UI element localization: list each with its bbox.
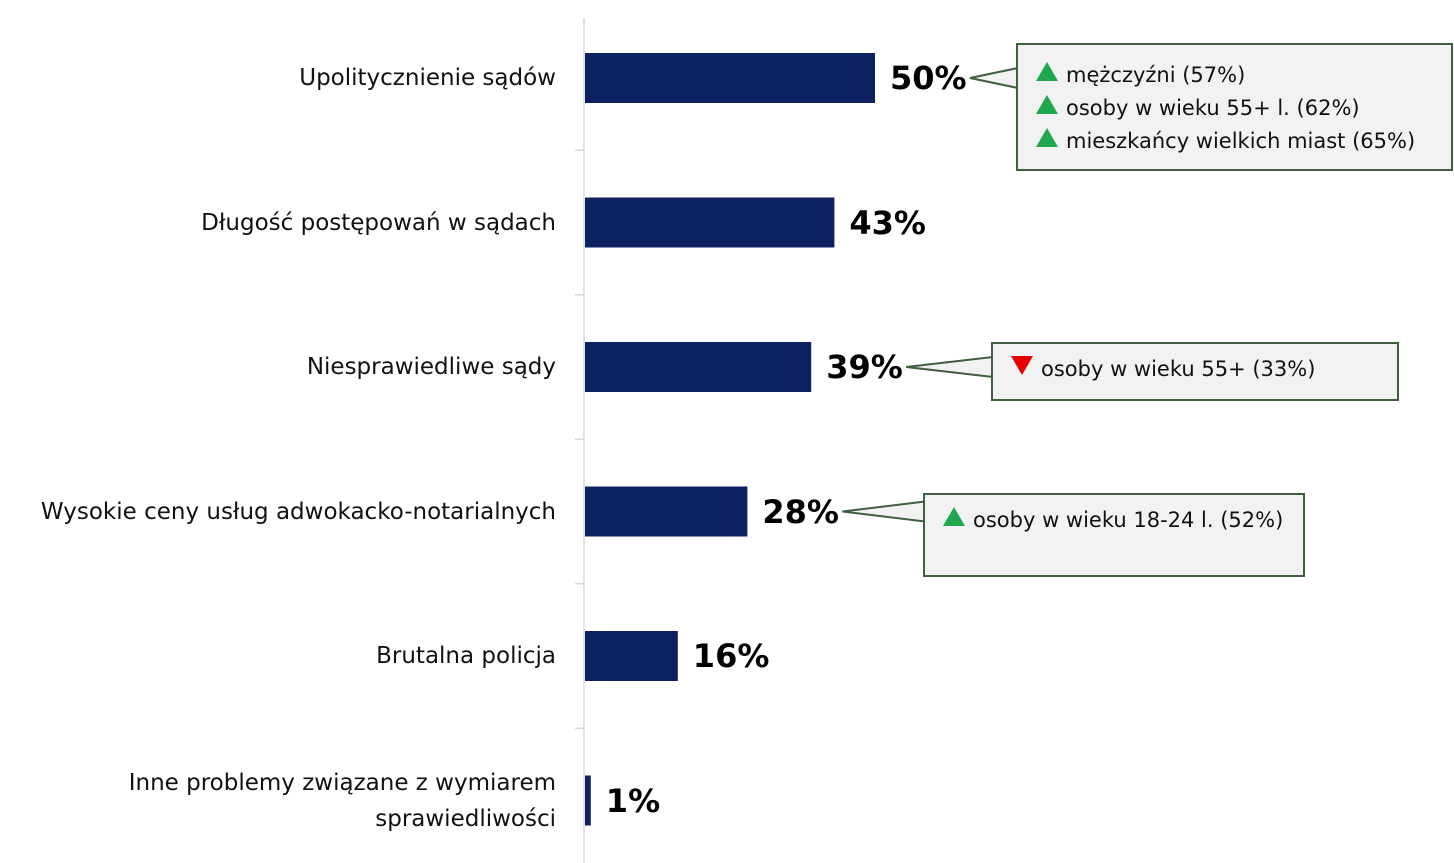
- category-label: Niesprawiedliwe sądy: [306, 354, 556, 380]
- callout-box: osoby w wieku 55+ (33%): [991, 342, 1399, 401]
- trend-icon: [1036, 62, 1058, 81]
- value-label: 1%: [605, 781, 661, 820]
- callout-item: osoby w wieku 55+ (33%): [1011, 353, 1379, 386]
- value-label: 28%: [762, 492, 839, 531]
- bar: [585, 775, 591, 826]
- callout-item: osoby w wieku 55+ l. (62%): [1036, 92, 1433, 125]
- value-label: 39%: [826, 348, 903, 386]
- callout-box: mężczyźni (57%) osoby w wieku 55+ l. (62%…: [1016, 43, 1453, 171]
- bar: [585, 53, 875, 103]
- category-label: Długość postępowań w sądach: [201, 209, 556, 236]
- bar: [585, 197, 835, 248]
- callout-pointer: [906, 355, 994, 379]
- bar: [585, 486, 748, 537]
- category-label: Inne problemy związane z wymiarem sprawi…: [128, 769, 556, 832]
- callout-text: osoby w wieku 55+ l. (62%): [1066, 96, 1360, 120]
- value-label: 50%: [890, 59, 967, 97]
- callout-text: osoby w wieku 55+ (33%): [1041, 357, 1316, 381]
- bar: [585, 342, 812, 392]
- callout-item: mieszkańcy wielkich miast (65%): [1036, 125, 1433, 158]
- bar: [585, 631, 678, 681]
- callout-pointer: [842, 500, 926, 523]
- category-label: Wysokie ceny usług adwokacko-notarialnyc…: [40, 498, 556, 525]
- trend-icon: [1036, 128, 1058, 147]
- trend-icon: [1011, 356, 1033, 375]
- value-label: 43%: [849, 203, 926, 242]
- category-label: Brutalna policja: [376, 643, 556, 669]
- trend-icon: [1036, 95, 1058, 114]
- category-label: Upolitycznienie sądów: [299, 65, 556, 91]
- callout-item: mężczyźni (57%): [1036, 59, 1433, 92]
- callout-item: osoby w wieku 18-24 l. (52%): [943, 504, 1285, 537]
- trend-icon: [943, 507, 965, 526]
- callout-text: osoby w wieku 18-24 l. (52%): [973, 508, 1284, 532]
- callout-text: mężczyźni (57%): [1066, 63, 1246, 87]
- callout-box: osoby w wieku 18-24 l. (52%): [923, 493, 1305, 577]
- value-label: 16%: [692, 637, 770, 675]
- callout-pointer: [969, 66, 1019, 90]
- callout-text: mieszkańcy wielkich miast (65%): [1066, 129, 1416, 153]
